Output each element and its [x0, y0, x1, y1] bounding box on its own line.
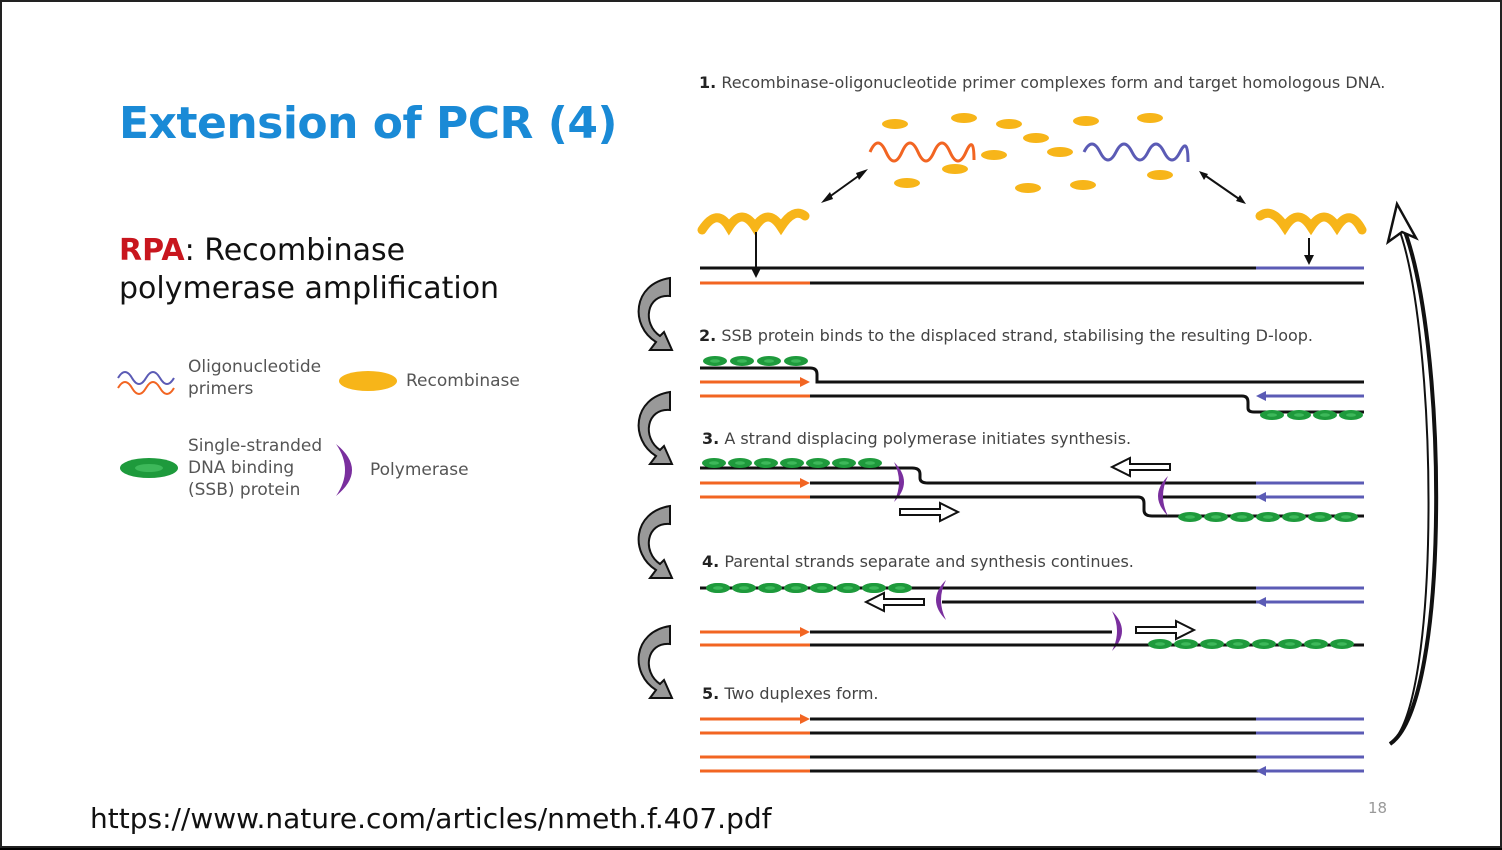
- legend-ssb: Single-stranded DNA binding (SSB) protei…: [116, 435, 328, 501]
- legend-recombinase-label: Recombinase: [406, 371, 520, 391]
- step-4-figure: [700, 580, 1364, 651]
- step-5-label: 5. Two duplexes form.: [702, 684, 879, 703]
- step-5-figure: [700, 714, 1364, 776]
- legend-recombinase: Recombinase: [336, 368, 520, 394]
- step-1-figure: [697, 113, 1367, 285]
- ssb-icon: [120, 458, 178, 478]
- cycle-arrow-3: [637, 505, 673, 579]
- recombinase-icon: [339, 371, 397, 391]
- slide-subtitle: RPA: Recombinase polymerase amplificatio…: [119, 232, 539, 308]
- step-2-figure: [700, 356, 1364, 420]
- cycle-arrow-2: [637, 391, 673, 465]
- page-number: 18: [1368, 799, 1388, 817]
- step-3-label: 3. A strand displacing polymerase initia…: [702, 429, 1131, 448]
- subtitle-acronym: RPA: [119, 233, 185, 268]
- return-arrow: [1386, 200, 1439, 746]
- primers-icon: [117, 371, 175, 395]
- subtitle-text: : Recombinase polymerase amplification: [119, 233, 500, 306]
- step-1-label: 1. Recombinase-oligonucleotide primer co…: [699, 73, 1385, 92]
- legend-primers: Oligonucleotide primers: [116, 356, 328, 400]
- step-3-figure: [700, 457, 1364, 522]
- legend-ssb-label: Single-stranded DNA binding (SSB) protei…: [188, 436, 323, 500]
- legend-polymerase: Polymerase: [334, 442, 469, 498]
- source-link[interactable]: https://www.nature.com/articles/nmeth.f.…: [90, 802, 772, 835]
- cycle-arrow-1: [637, 277, 673, 351]
- legend-polymerase-label: Polymerase: [370, 460, 469, 480]
- cycle-arrow-4: [637, 625, 673, 699]
- slide-title: Extension of PCR (4): [119, 98, 618, 149]
- step-4-label: 4. Parental strands separate and synthes…: [702, 552, 1134, 571]
- step-2-label: 2. SSB protein binds to the displaced st…: [699, 326, 1313, 345]
- polymerase-icon: [336, 444, 352, 496]
- legend-primers-label: Oligonucleotide primers: [188, 357, 322, 399]
